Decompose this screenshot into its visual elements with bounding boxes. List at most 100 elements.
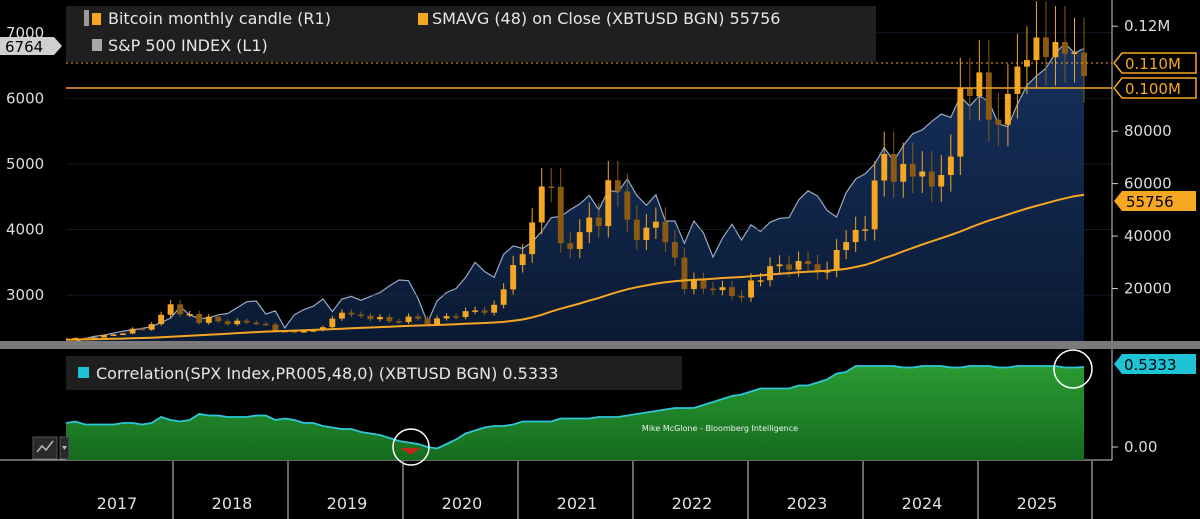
candle-body [224,321,231,325]
candle-body [871,180,878,230]
candle-body [624,191,631,220]
candle-body [671,242,678,258]
candle-body [852,230,859,243]
btc-candle [386,314,393,324]
btc-candle [519,243,526,273]
btc-candle [377,314,383,322]
candle-body [719,287,726,291]
candle-body [966,88,973,96]
btc-candle [415,313,421,321]
btc-candle [605,160,612,238]
btc-candle [947,134,954,192]
spx-last-value: 6764 [5,38,43,56]
candle-body [605,180,612,227]
corr-last-value: 0.5333 [1124,356,1177,374]
chart-type-button[interactable] [32,436,70,460]
candle-body [139,328,146,331]
btc-candle [424,315,431,326]
btc-candle [662,207,669,252]
corr-legend-label: Correlation(SPX Index,PR005,48,0) (XBTUS… [96,364,558,383]
candle-body [786,264,792,270]
btc-candle [652,207,659,240]
candle-body [110,334,117,336]
sma-legend-label: SMAVG (48) on Close (XBTUSD BGN) 55756 [432,9,780,28]
spx-area-layer [66,42,1085,344]
btc-candle [900,142,907,198]
sma-last-tag: 55756 [1114,191,1196,211]
corr-legend-icon [78,367,89,378]
btc-candle [928,151,935,202]
candle-body [890,154,897,182]
btc-candle [196,310,203,325]
candle-body [367,315,374,320]
btc-candle [748,273,754,302]
candle-body [700,279,707,289]
candle-body [186,314,193,316]
candle-body [643,227,650,240]
btc-candle [1004,64,1011,147]
year-label: 2022 [672,494,713,513]
year-label: 2024 [902,494,943,513]
candle-body [329,318,336,328]
candle-body [472,310,479,312]
btc-candle [329,315,336,329]
corr-last-tag: 0.5333 [1114,354,1196,374]
btc-candle [814,254,821,280]
btc-candle [852,216,859,252]
btc-candle [1071,17,1078,83]
btc-level-value: 0.100M [1125,80,1181,98]
line-chart-icon [36,440,54,453]
btc-candle [396,318,402,325]
candle-layer [66,1,1087,340]
correlation-line [66,365,1085,450]
candle-body [529,222,536,255]
negative-correlation-dip [400,448,420,455]
candle-body [862,229,869,231]
btc-candle [595,202,602,238]
btc-candle [976,40,983,121]
btc-candle [681,247,688,295]
candle-body [843,242,850,250]
candle-body [548,186,555,188]
btc-candle [529,208,536,263]
candle-body [1071,52,1078,54]
btc-candle [729,280,735,301]
candle-body [310,330,317,332]
corr-legend-box [66,356,682,390]
candle-body [510,265,517,290]
btc-candle [234,318,241,326]
btc-candle [966,57,973,121]
candle-body [567,243,574,250]
btc-candle [633,204,640,251]
candle-body [1033,37,1040,61]
btc-candle [405,313,412,325]
candle-body [995,119,1002,125]
low-correlation-circle [392,428,430,466]
btc-candle [253,320,260,326]
year-label: 2017 [97,494,138,513]
corr-tick-label: 0.00 [1124,438,1157,456]
candle-body [158,314,165,325]
year-label: 2020 [442,494,483,513]
btc-candle [624,173,631,232]
btc-candle [557,168,564,253]
candle-body [776,264,783,267]
btc-candle [567,231,574,259]
candle-body [614,180,621,192]
candle-body [691,279,697,290]
btc-candle [985,40,992,142]
panel-divider[interactable] [0,341,1200,349]
btc-candle [158,311,165,326]
candle-body [633,219,640,241]
candle-body [909,163,916,177]
candle-body [253,322,260,325]
candle-body [538,186,545,223]
candle-body [957,88,964,157]
candle-legend-glyph [84,10,89,26]
candle-body [129,328,136,334]
left-tick-label: 6000 [6,89,44,107]
candle-body [415,316,421,319]
btc-candle [576,219,583,259]
spx-legend-icon [92,39,102,51]
